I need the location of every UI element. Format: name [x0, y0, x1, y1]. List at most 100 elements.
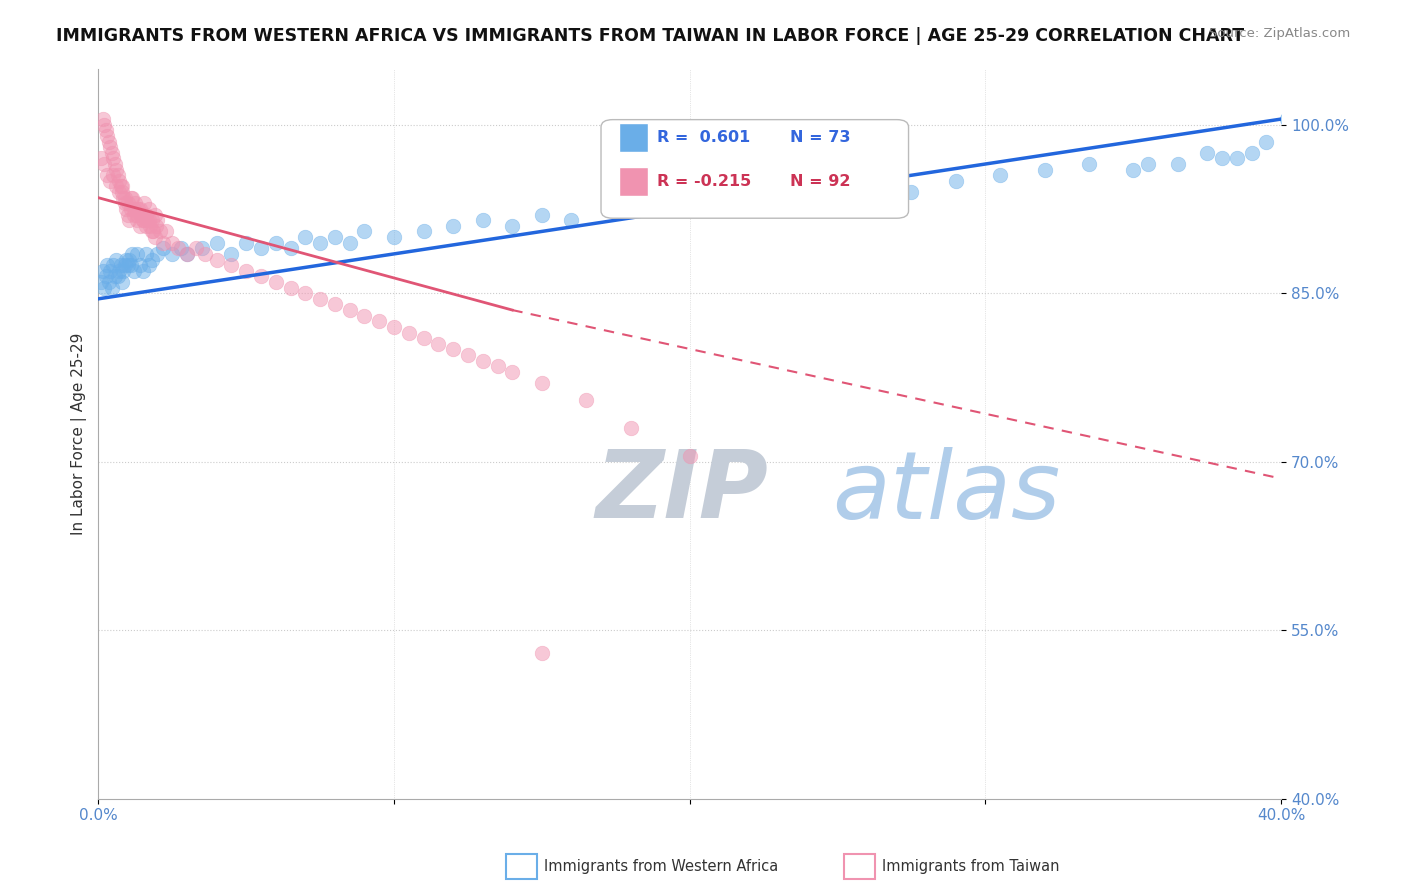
- Point: [250, 269, 273, 284]
- Point: [382, 319, 405, 334]
- Point: [205, 252, 228, 267]
- Point: [235, 235, 257, 250]
- Point: [93, 118, 115, 132]
- Point: [1077, 157, 1099, 171]
- Point: [131, 264, 153, 278]
- Point: [135, 219, 157, 233]
- Point: [1275, 112, 1298, 126]
- Point: [98, 174, 121, 188]
- Point: [170, 241, 193, 255]
- Point: [105, 162, 128, 177]
- Text: Immigrants from Taiwan: Immigrants from Taiwan: [882, 859, 1059, 873]
- Point: [101, 258, 124, 272]
- Text: IMMIGRANTS FROM WESTERN AFRICA VS IMMIGRANTS FROM TAIWAN IN LABOR FORCE | AGE 25: IMMIGRANTS FROM WESTERN AFRICA VS IMMIGR…: [56, 27, 1244, 45]
- Point: [560, 213, 582, 227]
- Point: [471, 213, 494, 227]
- Point: [110, 179, 132, 194]
- Point: [120, 191, 142, 205]
- Point: [501, 219, 523, 233]
- Point: [1211, 152, 1233, 166]
- Point: [112, 264, 135, 278]
- Text: ZIP: ZIP: [595, 446, 768, 538]
- Point: [118, 252, 141, 267]
- FancyBboxPatch shape: [619, 123, 648, 153]
- Point: [114, 191, 136, 205]
- Point: [114, 196, 136, 211]
- Point: [1033, 162, 1056, 177]
- Point: [122, 264, 145, 278]
- Point: [128, 202, 150, 216]
- Point: [221, 247, 243, 261]
- Point: [309, 235, 332, 250]
- Point: [709, 191, 731, 205]
- Point: [91, 264, 114, 278]
- Point: [97, 275, 120, 289]
- Point: [108, 174, 131, 188]
- Point: [988, 168, 1011, 182]
- Point: [146, 247, 169, 261]
- Point: [471, 353, 494, 368]
- Point: [94, 123, 117, 137]
- Point: [111, 185, 134, 199]
- Point: [111, 275, 134, 289]
- Point: [149, 224, 172, 238]
- Point: [121, 247, 143, 261]
- Point: [121, 191, 143, 205]
- Point: [152, 241, 174, 255]
- Point: [108, 185, 131, 199]
- Point: [339, 303, 361, 318]
- Point: [152, 235, 174, 250]
- Point: [105, 179, 128, 194]
- Point: [353, 224, 375, 238]
- Point: [91, 112, 114, 126]
- Point: [104, 269, 127, 284]
- Text: N = 73: N = 73: [790, 130, 851, 145]
- Point: [90, 152, 112, 166]
- Point: [1167, 157, 1189, 171]
- Point: [412, 331, 434, 345]
- Point: [114, 258, 136, 272]
- Point: [1137, 157, 1160, 171]
- Point: [264, 275, 287, 289]
- Point: [530, 376, 553, 390]
- Point: [143, 230, 166, 244]
- Point: [191, 241, 214, 255]
- Point: [441, 343, 464, 357]
- Point: [176, 247, 198, 261]
- Point: [93, 280, 115, 294]
- Point: [1240, 145, 1263, 160]
- Point: [135, 208, 157, 222]
- FancyBboxPatch shape: [619, 167, 648, 196]
- Point: [97, 135, 120, 149]
- Point: [94, 269, 117, 284]
- Point: [280, 241, 302, 255]
- Point: [111, 179, 134, 194]
- Point: [162, 247, 184, 261]
- Point: [339, 235, 361, 250]
- Point: [194, 247, 217, 261]
- Point: [184, 241, 207, 255]
- Point: [141, 252, 163, 267]
- Point: [141, 224, 163, 238]
- Point: [101, 152, 124, 166]
- Point: [368, 314, 391, 328]
- Point: [441, 219, 464, 233]
- Point: [108, 264, 131, 278]
- Point: [100, 145, 122, 160]
- Point: [96, 128, 118, 143]
- Point: [309, 292, 332, 306]
- Text: Source: ZipAtlas.com: Source: ZipAtlas.com: [1209, 27, 1350, 40]
- Point: [96, 168, 118, 182]
- Point: [427, 336, 450, 351]
- Point: [205, 235, 228, 250]
- Point: [125, 213, 148, 227]
- Point: [141, 213, 163, 227]
- Point: [127, 202, 149, 216]
- Point: [294, 230, 316, 244]
- Point: [679, 449, 702, 463]
- Point: [118, 213, 141, 227]
- Point: [605, 196, 627, 211]
- Point: [107, 269, 129, 284]
- Point: [117, 196, 139, 211]
- Y-axis label: In Labor Force | Age 25-29: In Labor Force | Age 25-29: [72, 333, 87, 535]
